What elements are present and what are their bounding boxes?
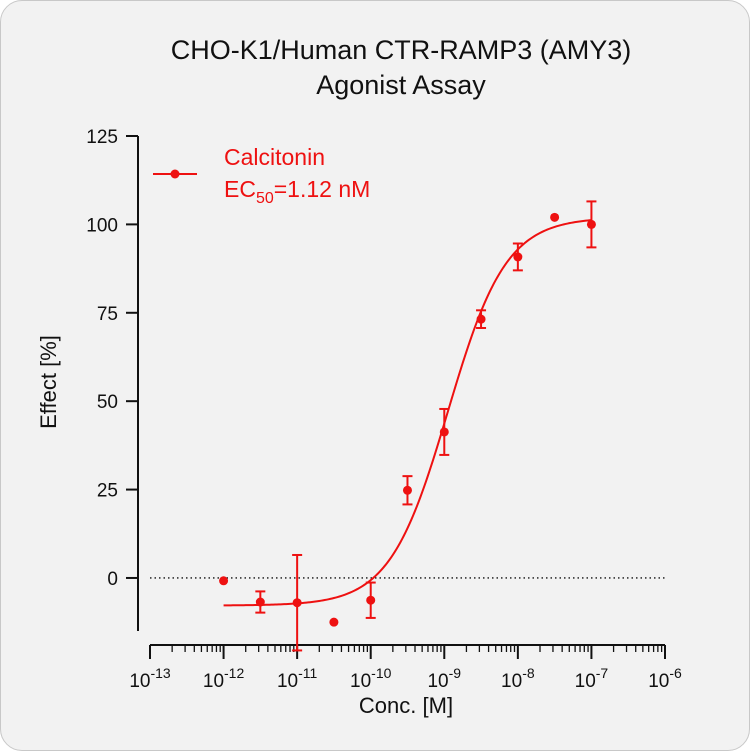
ec50-subscript: 50 (256, 190, 274, 207)
x-tick-label: 10-9 (427, 665, 461, 692)
y-axis-label: Effect [%] (36, 335, 61, 429)
chart-title-line-1: CHO-K1/Human CTR-RAMP3 (AMY3) (171, 35, 632, 65)
data-point (550, 212, 560, 222)
x-tick-label: 10-11 (277, 665, 318, 692)
data-point (255, 597, 265, 607)
data-point (513, 252, 523, 262)
x-tick-label: 10-6 (648, 665, 682, 692)
data-point (366, 595, 376, 605)
legend-ec50: EC50=1.12 nM (224, 176, 370, 207)
data-point (586, 219, 596, 229)
y-tick-label: 50 (97, 392, 118, 413)
x-tick-label: 10-8 (501, 665, 535, 692)
x-tick-label: 10-12 (203, 665, 245, 692)
chart-title-line-2: Agonist Assay (316, 70, 486, 100)
legend-series-name: Calcitonin (224, 144, 325, 170)
fit-curve-group (223, 219, 592, 607)
data-point (439, 427, 449, 437)
data-point (219, 576, 229, 586)
data-point (329, 617, 339, 627)
y-tick-label: 100 (86, 215, 118, 236)
data-point (476, 314, 486, 324)
ec50-value: =1.12 nM (274, 176, 371, 202)
x-tick-label: 10-13 (129, 665, 171, 692)
y-tick-label: 0 (107, 569, 118, 590)
x-tick-label: 10-7 (575, 665, 609, 692)
x-tick-label: 10-10 (350, 665, 392, 692)
legend: Calcitonin EC50=1.12 nM (153, 144, 370, 207)
y-tick-label: 125 (86, 127, 118, 148)
y-tick-label: 25 (97, 481, 118, 502)
data-point (292, 598, 302, 608)
data-points-group (219, 200, 597, 652)
y-tick-label: 75 (97, 304, 118, 325)
y-axis: 0 25 50 75 100 125 (86, 127, 139, 631)
fit-curve (223, 219, 592, 607)
x-axis-label: Conc. [M] (359, 693, 453, 718)
legend-marker (170, 169, 180, 179)
data-point (402, 485, 412, 495)
ec50-prefix: EC (224, 176, 256, 202)
x-axis: 10-13 10-12 10-11 10-10 10-9 10-8 10-7 10-6 (129, 644, 682, 692)
